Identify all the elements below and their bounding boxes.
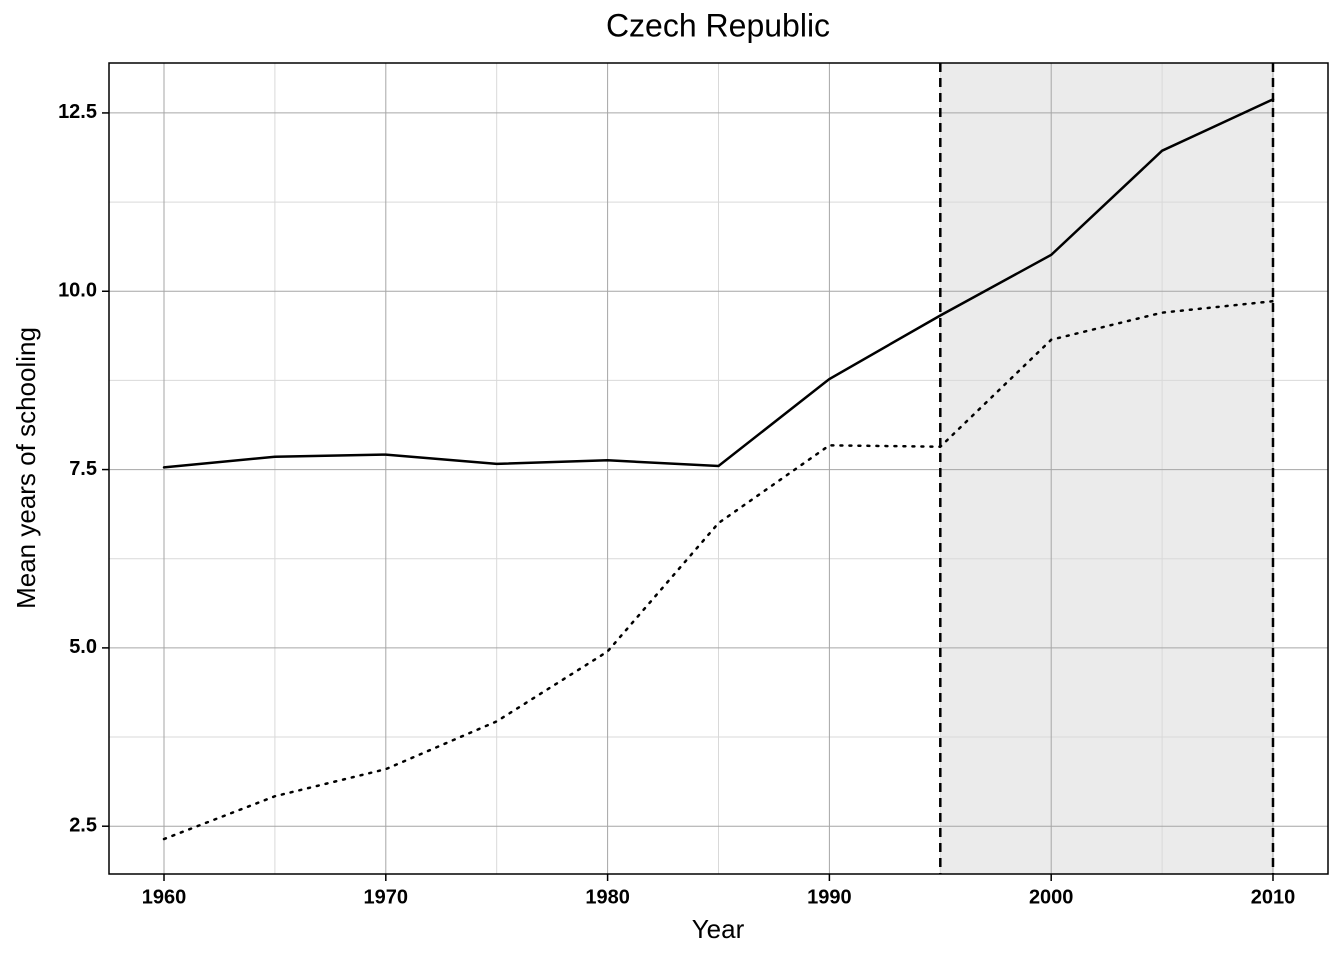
x-tick-label: 2000 — [1029, 886, 1074, 908]
x-axis-label: Year — [692, 914, 745, 944]
chart-title: Czech Republic — [606, 7, 830, 43]
y-tick-label: 2.5 — [69, 814, 97, 836]
y-tick-label: 10.0 — [58, 280, 97, 302]
x-tick-label: 1960 — [142, 886, 187, 908]
y-tick-label: 12.5 — [58, 101, 97, 123]
x-tick-label: 2010 — [1251, 886, 1296, 908]
plot-border — [108, 62, 1329, 875]
y-axis-label: Mean years of schooling — [11, 327, 41, 609]
x-tick-label: 1980 — [585, 886, 630, 908]
x-tick-label: 1990 — [807, 886, 852, 908]
y-tick-label: 5.0 — [69, 636, 97, 658]
x-tick-label: 1970 — [364, 886, 409, 908]
shaded-region — [940, 63, 1273, 874]
y-tick-label: 7.5 — [69, 458, 97, 480]
series-line — [162, 98, 1275, 469]
